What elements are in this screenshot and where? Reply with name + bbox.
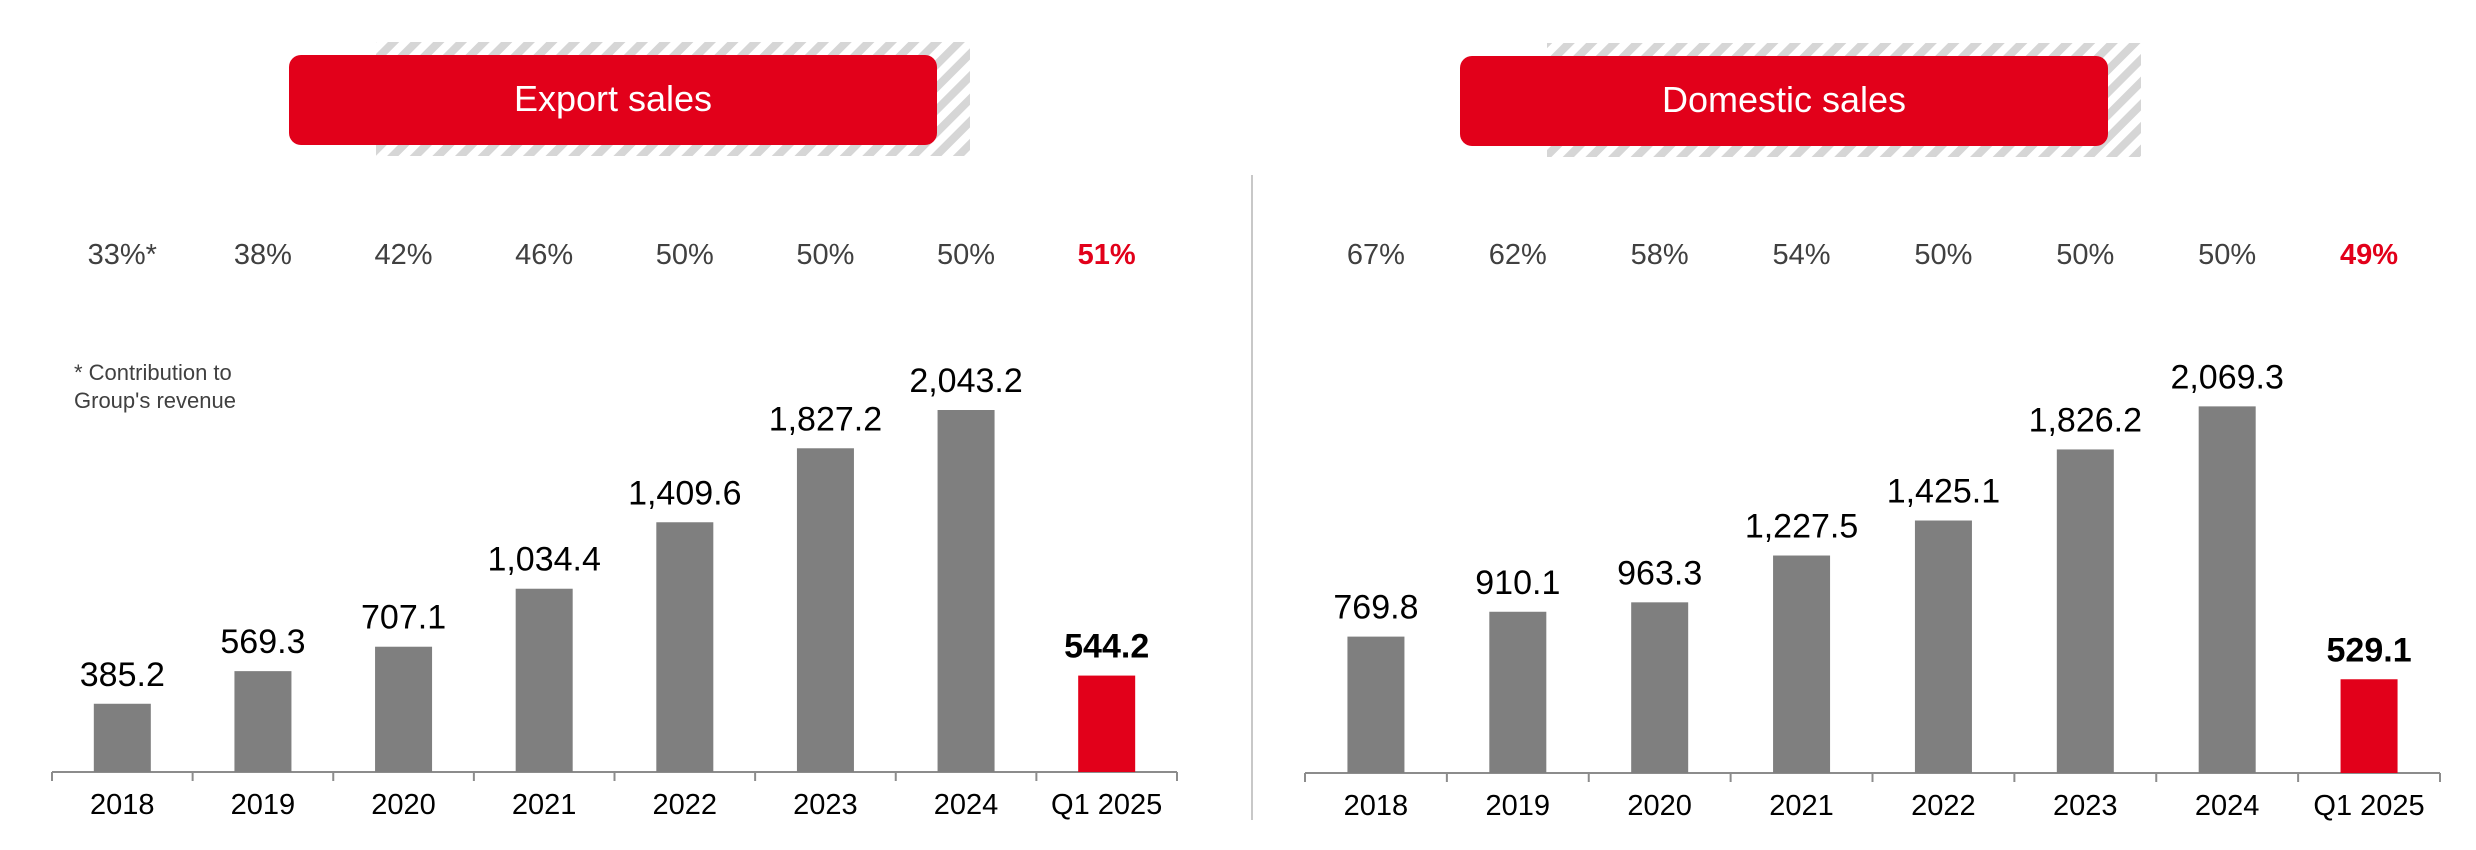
export-share-label: 51% (1078, 239, 1136, 271)
domestic-bar-2019 (1489, 611, 1547, 773)
domestic-share-label: 58% (1631, 239, 1689, 271)
domestic-bar-2023 (2056, 449, 2114, 773)
export-bar-2019 (234, 671, 292, 772)
export-value-label: 569.3 (220, 623, 305, 661)
domestic-title-pill (1460, 56, 2108, 146)
export-share-label: 33%* (88, 239, 157, 271)
domestic-category-label: Q1 2025 (2313, 790, 2424, 822)
domestic-chart-title: Domestic sales (1662, 79, 1906, 120)
export-value-label: 1,409.6 (628, 474, 741, 512)
domestic-value-label: 963.3 (1617, 554, 1702, 592)
export-share-label: 50% (656, 239, 714, 271)
domestic-bar-2022 (1914, 520, 1972, 773)
export-bar-2024 (937, 410, 995, 772)
export-bar-2021 (515, 588, 573, 772)
domestic-value-label: 529.1 (2327, 631, 2412, 669)
export-value-label: 1,034.4 (487, 541, 600, 579)
export-value-label: 707.1 (361, 599, 446, 637)
domestic-category-label: 2022 (1911, 790, 1976, 822)
domestic-share-label: 62% (1489, 239, 1547, 271)
export-sales-chart: 385.2 2018 33%* 569.3 2019 38% 707.1 2020 42% 1,0… (51, 239, 1178, 821)
export-share-label: 42% (375, 239, 433, 271)
domestic-sales-chart: 769.8 2018 67% 910.1 2019 62% 963.3 2020 58% 1,22… (1304, 239, 2441, 822)
footnote-line-2: Group's revenue (74, 388, 236, 413)
domestic-value-label: 1,227.5 (1745, 508, 1858, 546)
domestic-category-label: 2019 (1486, 790, 1551, 822)
export-share-label: 50% (796, 239, 854, 271)
export-value-label: 385.2 (80, 656, 165, 694)
export-bar-2018 (93, 703, 151, 772)
domestic-category-label: 2024 (2195, 790, 2260, 822)
domestic-category-label: 2021 (1769, 790, 1834, 822)
export-share-label: 50% (937, 239, 995, 271)
domestic-value-label: 910.1 (1475, 564, 1560, 602)
domestic-bar-2020 (1631, 602, 1689, 773)
domestic-share-label: 50% (2198, 239, 2256, 271)
domestic-share-label: 50% (1914, 239, 1972, 271)
domestic-share-label: 50% (2056, 239, 2114, 271)
export-category-label: 2024 (934, 789, 999, 821)
domestic-bar-2024 (2198, 406, 2256, 773)
export-bar-2023 (796, 448, 854, 772)
domestic-category-label: 2018 (1344, 790, 1409, 822)
export-category-label: 2022 (653, 789, 718, 821)
domestic-category-label: 2020 (1627, 790, 1692, 822)
export-value-label: 1,827.2 (769, 400, 882, 438)
footnote-line-1: * Contribution to (74, 360, 232, 385)
domestic-value-label: 1,826.2 (2029, 401, 2142, 439)
domestic-share-label: 49% (2340, 239, 2398, 271)
export-share-label: 46% (515, 239, 573, 271)
domestic-share-label: 54% (1773, 239, 1831, 271)
export-value-label: 544.2 (1064, 628, 1149, 666)
domestic-value-label: 1,425.1 (1887, 473, 2000, 511)
export-category-label: 2020 (371, 789, 436, 821)
domestic-value-label: 769.8 (1333, 589, 1418, 627)
export-category-label: 2023 (793, 789, 858, 821)
domestic-bar-q1-2025 (2340, 679, 2398, 773)
export-category-label: 2018 (90, 789, 155, 821)
export-chart-title: Export sales (514, 78, 712, 119)
domestic-bar-2018 (1347, 636, 1405, 773)
export-bar-2020 (375, 646, 433, 772)
export-category-label: 2019 (231, 789, 296, 821)
domestic-bar-2021 (1773, 555, 1831, 773)
export-category-label: 2021 (512, 789, 577, 821)
export-bar-2022 (656, 522, 714, 772)
export-category-label: Q1 2025 (1051, 789, 1162, 821)
export-share-label: 38% (234, 239, 292, 271)
export-bar-q1-2025 (1078, 675, 1136, 772)
domestic-category-label: 2023 (2053, 790, 2118, 822)
domestic-value-label: 2,069.3 (2170, 358, 2283, 396)
export-title-pill (289, 55, 937, 145)
export-value-label: 2,043.2 (909, 362, 1022, 400)
domestic-share-label: 67% (1347, 239, 1405, 271)
